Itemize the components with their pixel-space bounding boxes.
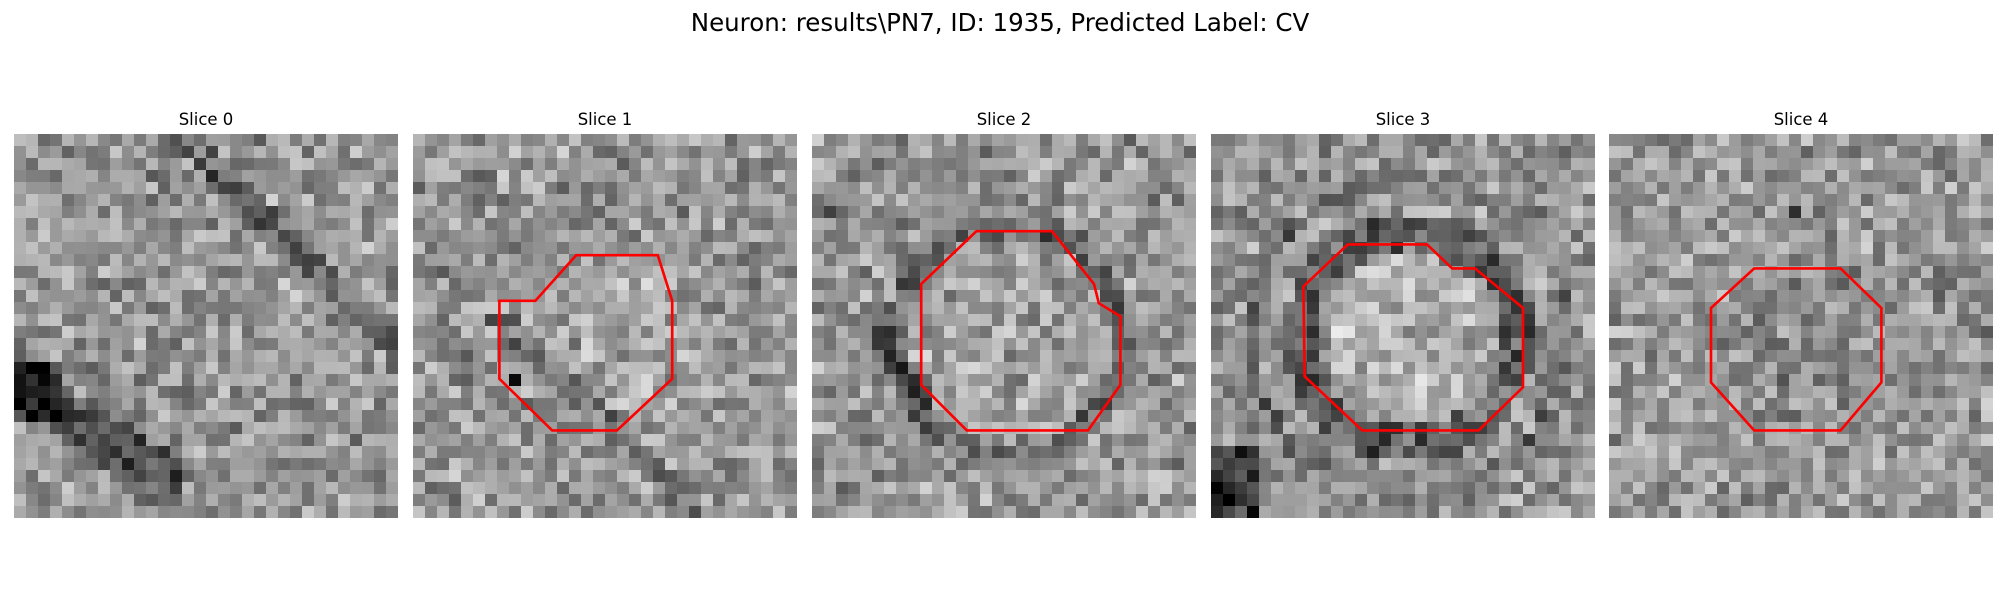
slice-panel-1: Slice 1: [413, 108, 797, 518]
slice-title: Slice 2: [812, 108, 1196, 132]
figure-title: Neuron: results\PN7, ID: 1935, Predicted…: [0, 6, 2000, 40]
slice-image: [812, 134, 1196, 518]
slice-panel-0: Slice 0: [14, 108, 398, 518]
slice-panel-4: Slice 4: [1609, 108, 1993, 518]
slice-panel-2: Slice 2: [812, 108, 1196, 518]
slice-title: Slice 4: [1609, 108, 1993, 132]
slice-image: [1211, 134, 1595, 518]
slice-title: Slice 0: [14, 108, 398, 132]
slice-image: [413, 134, 797, 518]
slice-image: [1609, 134, 1993, 518]
slice-image: [14, 134, 398, 518]
slice-title: Slice 1: [413, 108, 797, 132]
slice-title: Slice 3: [1211, 108, 1595, 132]
slice-panel-3: Slice 3: [1211, 108, 1595, 518]
